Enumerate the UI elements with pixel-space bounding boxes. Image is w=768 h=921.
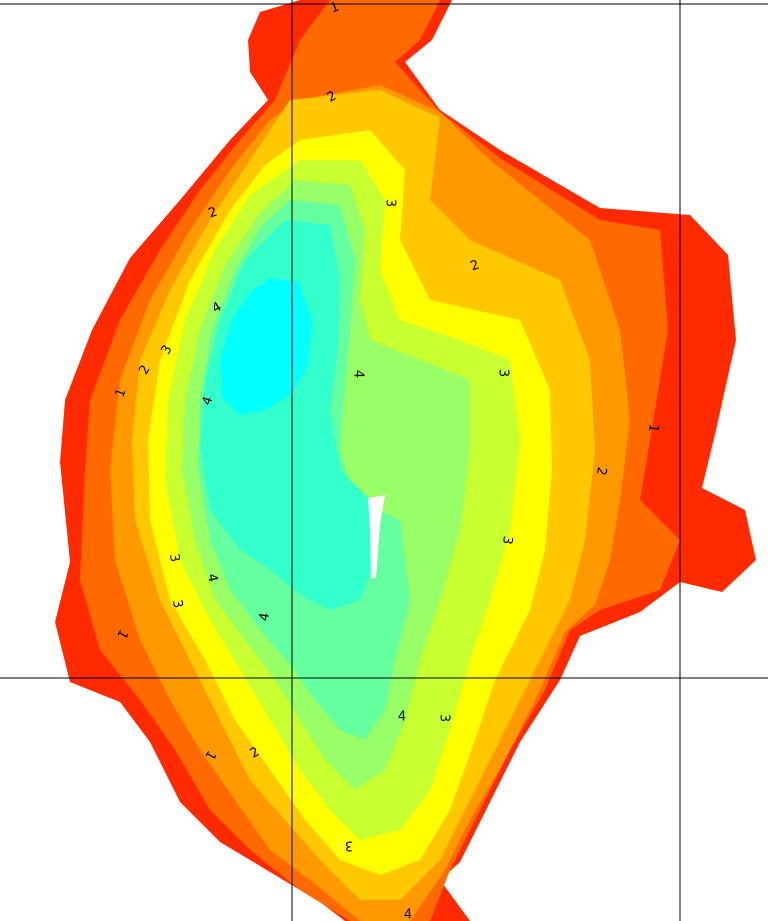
contour-label: 1	[645, 423, 661, 434]
contour-label: 4	[204, 573, 220, 584]
contour-label: 3	[499, 535, 515, 546]
band-cyan	[220, 278, 312, 415]
contour-label: 4	[404, 908, 412, 921]
contour-bands	[55, 0, 756, 921]
contour-label: 3	[169, 599, 185, 610]
contour-label: 4	[398, 710, 406, 725]
contour-label: 3	[166, 553, 182, 564]
contour-label: 4	[351, 370, 366, 378]
contour-label: 3	[345, 838, 353, 853]
contour-label: 3	[437, 714, 452, 722]
contour-label: 3	[496, 369, 511, 377]
contour-label: 3	[383, 199, 398, 207]
contour-label: 2	[593, 466, 609, 477]
contour-label: 4	[257, 612, 273, 623]
hole	[368, 495, 385, 578]
